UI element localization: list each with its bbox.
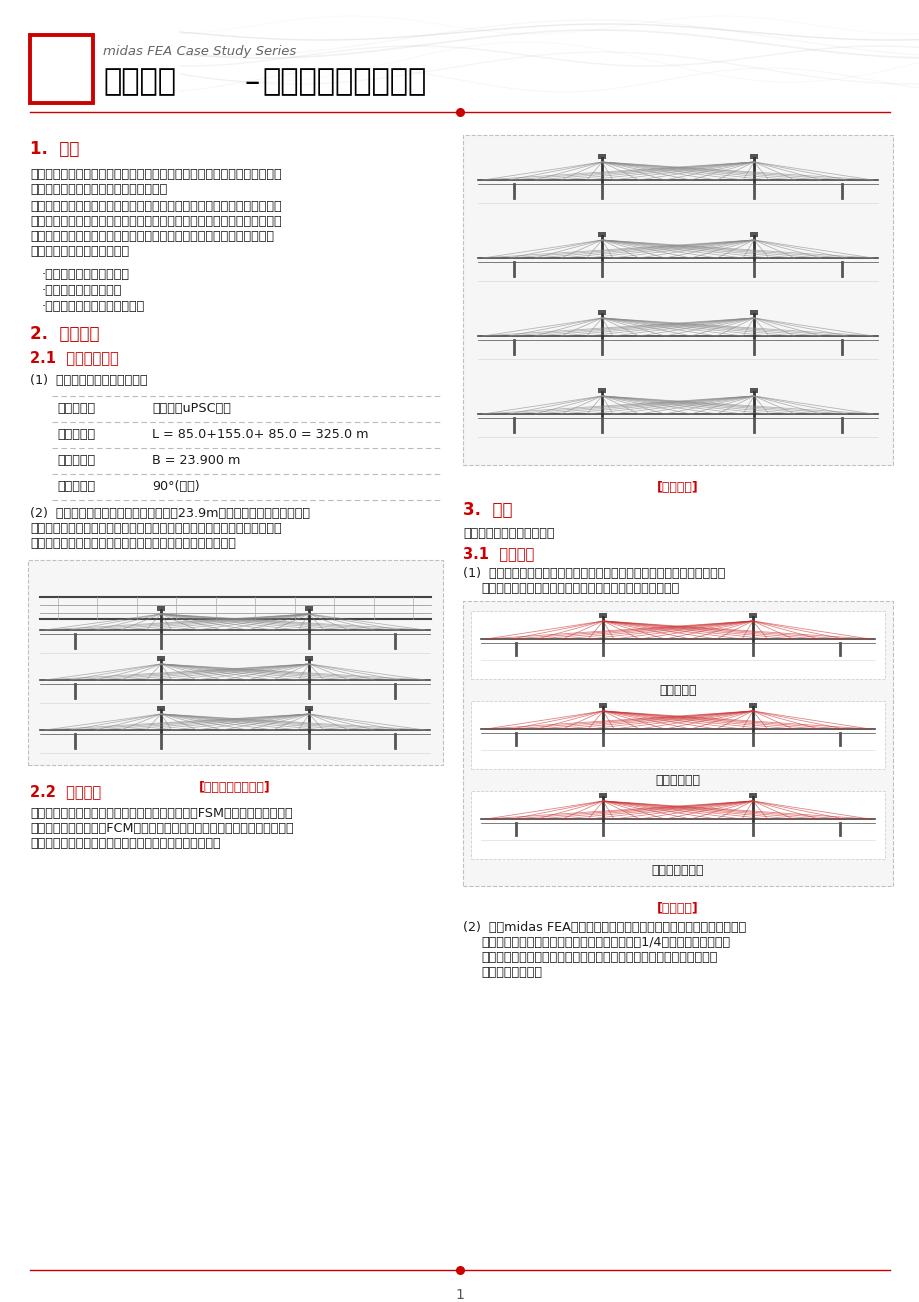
Bar xyxy=(749,154,757,159)
Text: [施工阶段]: [施工阶段] xyxy=(656,902,698,915)
Text: 均会出现应力集中现象。根据上述受力特点，对结构进行实体单元详细分: 均会出现应力集中现象。根据上述受力特点，对结构进行实体单元详细分 xyxy=(30,230,274,243)
Text: 桥梁宽度：: 桥梁宽度： xyxy=(57,454,95,467)
Text: 矮塔斜拉桥的受力特点为：所有的荷载均通过斜拉索传递到主塔上。故主塔: 矮塔斜拉桥的受力特点为：所有的荷载均通过斜拉索传递到主塔上。故主塔 xyxy=(30,201,281,214)
Text: 中跨中合拢阶段: 中跨中合拢阶段 xyxy=(651,865,703,878)
Text: 边跨合拢阶段: 边跨合拢阶段 xyxy=(654,773,699,786)
Text: ·支座反力的横向分布情况: ·支座反力的横向分布情况 xyxy=(42,268,130,281)
Text: 2.1  桥梁几何信息: 2.1 桥梁几何信息 xyxy=(30,350,119,365)
Text: 通过矮塔斜拉桥的实体单元模型分析，查看支座反力的横向分布情况、腹板: 通过矮塔斜拉桥的实体单元模型分析，查看支座反力的横向分布情况、腹板 xyxy=(30,168,281,181)
Bar xyxy=(462,135,892,465)
Text: (2)  利用midas FEA程序中的几何建模功能以及自动网格划分功能建立模: (2) 利用midas FEA程序中的几何建模功能以及自动网格划分功能建立模 xyxy=(462,921,745,934)
Bar xyxy=(305,605,312,611)
Text: 桥梁跨径：: 桥梁跨径： xyxy=(57,428,95,441)
Text: (2)  主梁截面为单筱三室截面，桥面宽制23.9m，主塔处以及边跨桥台处主: (2) 主梁截面为单筱三室截面，桥面宽制23.9m，主塔处以及边跨桥台处主 xyxy=(30,506,310,519)
Text: [桥梁横、纵断面图]: [桥梁横、纵断面图] xyxy=(199,781,270,794)
Text: 过程，仅对主梁合拢段的合拢前、后阶段进行建模分析。: 过程，仅对主梁合拢段的合拢前、后阶段进行建模分析。 xyxy=(30,837,221,850)
Text: 2.  桥梁信息: 2. 桥梁信息 xyxy=(30,326,99,342)
Text: 斜交角度：: 斜交角度： xyxy=(57,480,95,493)
Text: 植入式钉筋模拟。: 植入式钉筋模拟。 xyxy=(481,966,541,979)
Text: 采用四面体单元生成实体网格，斜拉索采用桁架单元，预应力钉束采用: 采用四面体单元生成实体网格，斜拉索采用桁架单元，预应力钉束采用 xyxy=(481,950,717,963)
Bar xyxy=(28,560,443,766)
Text: 矮塔斜拉桥详细分析: 矮塔斜拉桥详细分析 xyxy=(262,68,425,96)
Bar xyxy=(597,310,606,315)
Bar xyxy=(305,706,312,711)
Text: (1)  本例题桥梁基本信息如下。: (1) 本例题桥梁基本信息如下。 xyxy=(30,374,147,387)
Bar xyxy=(597,154,606,159)
Text: 桥台处内侧两支座为纵向滑动支座，其余均为双向滑动支座。: 桥台处内侧两支座为纵向滑动支座，其余均为双向滑动支座。 xyxy=(30,536,235,549)
Text: (1)  本例题仅对主梁合拢前、后阶段的结构进行施工阶段分析。共分为三个: (1) 本例题仅对主梁合拢前、后阶段的结构进行施工阶段分析。共分为三个 xyxy=(462,566,724,579)
Bar xyxy=(748,613,756,618)
Text: L = 85.0+155.0+ 85.0 = 325.0 m: L = 85.0+155.0+ 85.0 = 325.0 m xyxy=(152,428,369,441)
Bar xyxy=(598,703,607,708)
Text: 析，查看如下详细分析结果。: 析，查看如下详细分析结果。 xyxy=(30,245,129,258)
Text: 对建模部分进行简要说明。: 对建模部分进行简要说明。 xyxy=(462,527,554,540)
Bar xyxy=(597,388,606,393)
Text: 1: 1 xyxy=(455,1288,464,1302)
Bar xyxy=(749,310,757,315)
Text: 梁横向布置四个支座（如下图所示）。主塔处内侧两支座为固定支座，边跨: 梁横向布置四个支座（如下图所示）。主塔处内侧两支座为固定支座，边跨 xyxy=(30,522,281,535)
Text: 施工阶段，合拢前阶段、边跨合拢阶段、中跨中合拢阶段。: 施工阶段，合拢前阶段、边跨合拢阶段、中跨中合拢阶段。 xyxy=(481,582,678,595)
Bar xyxy=(749,232,757,237)
Text: ·腹板的剪应力分布情况: ·腹板的剪应力分布情况 xyxy=(42,284,122,297)
Text: 合拢前阶段: 合拢前阶段 xyxy=(659,684,696,697)
Text: 内部将出现应力集中现象，加劲梁的支座部分、斜拉索与加劲梁的连接部分: 内部将出现应力集中现象，加劲梁的支座部分、斜拉索与加劲梁的连接部分 xyxy=(30,215,281,228)
Text: 3.1  分析模型: 3.1 分析模型 xyxy=(462,546,534,561)
Bar xyxy=(462,602,892,885)
Text: 3.  模型: 3. 模型 xyxy=(462,501,512,519)
Text: 型。为了减少整体结构的分析时间，只建立全析1/4的模型。混凝土部分: 型。为了减少整体结构的分析时间，只建立全析1/4的模型。混凝土部分 xyxy=(481,936,730,949)
Bar xyxy=(157,605,165,611)
Bar xyxy=(748,793,756,798)
Text: 2.2  施工方法: 2.2 施工方法 xyxy=(30,784,101,799)
Bar xyxy=(305,656,312,661)
Text: 三跨连续uPSC筱梁: 三跨连续uPSC筱梁 xyxy=(152,402,231,415)
Text: 的剪力及加劲梁沿纵向的轴力分布情况。: 的剪力及加劲梁沿纵向的轴力分布情况。 xyxy=(30,184,167,197)
Bar xyxy=(471,611,884,680)
Bar xyxy=(30,35,93,103)
Text: 施工阶段: 施工阶段 xyxy=(103,68,176,96)
Text: 1.  概要: 1. 概要 xyxy=(30,141,79,158)
Bar xyxy=(598,613,607,618)
Bar xyxy=(748,703,756,708)
Bar xyxy=(157,706,165,711)
Text: 90°(直桥): 90°(直桥) xyxy=(152,480,199,493)
Bar xyxy=(157,656,165,661)
Bar xyxy=(598,793,607,798)
Bar xyxy=(471,792,884,859)
Text: 主梁类型：: 主梁类型： xyxy=(57,402,95,415)
Text: [施工过程]: [施工过程] xyxy=(656,480,698,493)
Text: 本例题桥梁的施工过程如下图所示，边跨两端采用FSM（满堂支架法）施工: 本例题桥梁的施工过程如下图所示，边跨两端采用FSM（满堂支架法）施工 xyxy=(30,807,292,820)
Bar xyxy=(749,388,757,393)
Text: B = 23.900 m: B = 23.900 m xyxy=(152,454,240,467)
Text: midas FEA Case Study Series: midas FEA Case Study Series xyxy=(103,46,296,59)
Bar xyxy=(471,700,884,769)
Bar xyxy=(597,232,606,237)
Text: 方法，其余主梁段采用FCM（悬臂法）施工方法。本例题简化了详细的施工: 方法，其余主梁段采用FCM（悬臂法）施工方法。本例题简化了详细的施工 xyxy=(30,822,293,835)
Text: –: – xyxy=(244,68,260,96)
Text: ·腹板以及顶板的轴力传递情况: ·腹板以及顶板的轴力传递情况 xyxy=(42,299,145,312)
